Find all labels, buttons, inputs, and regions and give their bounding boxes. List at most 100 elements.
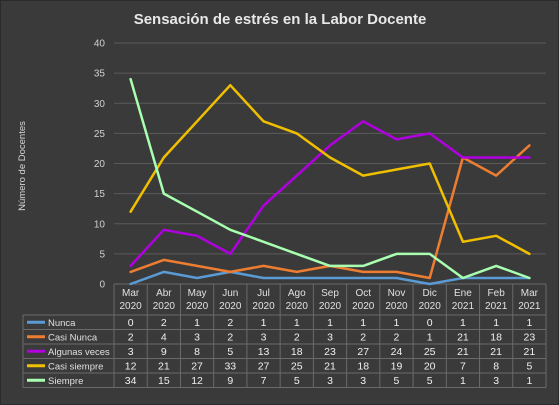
x-tick-label-month: Sep [321,288,339,299]
table-cell-value: 5 [394,375,400,387]
x-tick-label-year: 2020 [385,301,408,312]
x-tick-label-month: Mar [521,288,539,299]
x-tick-label-year: 2020 [119,301,142,312]
table-cell-value: 2 [360,332,366,344]
table-cell-value: 5 [294,375,300,387]
table-cell-value: 21 [457,332,469,344]
x-tick-label-month: Nov [388,288,406,299]
table-cell-value: 1 [427,332,433,344]
x-tick-label-month: Mar [122,288,140,299]
y-tick-label: 35 [94,69,106,80]
y-tick-label: 40 [94,39,106,50]
table-cell-value: 13 [258,346,270,358]
table-cell-value: 5 [427,375,433,387]
table-cell-value: 1 [394,317,400,329]
table-cell-value: 2 [394,332,400,344]
y-tick-label: 25 [94,129,106,140]
x-tick-label-year: 2020 [219,301,242,312]
x-tick-label-year: 2020 [319,301,342,312]
table-cell-value: 3 [194,332,200,344]
table-cell-value: 21 [524,346,536,358]
table-cell-value: 33 [224,361,236,373]
table-cell-value: 1 [526,375,532,387]
table-cell-value: 25 [424,346,436,358]
table-cell-value: 19 [391,361,403,373]
x-tick-label-month: Jun [222,288,238,299]
table-cell-value: 1 [460,375,466,387]
y-tick-label: 10 [94,219,106,230]
table-cell-value: 1 [460,317,466,329]
table-cell-value: 23 [524,332,536,344]
table-cell-value: 2 [227,332,233,344]
series-line-0 [129,270,531,286]
table-cell-value: 9 [227,375,233,387]
table-cell-value: 2 [128,332,134,344]
series-line-3 [129,83,531,256]
table-cell-value: 3 [261,332,267,344]
table-cell-value: 7 [261,375,267,387]
table-cell-value: 12 [125,361,137,373]
table-cell-value: 27 [258,361,270,373]
x-tick-label-month: May [188,288,207,299]
legend-label: Nunca [48,318,76,329]
x-tick-label-year: 2020 [186,301,209,312]
chart-title: Sensación de estrés en la Labor Docente [134,11,427,28]
legend-label: Casi Nunca [48,332,98,343]
table-cell-value: 18 [490,332,502,344]
x-tick-label-month: Ene [454,288,472,299]
table-cell-value: 21 [158,361,170,373]
legend-label: Siempre [48,376,83,387]
table-cell-value: 27 [357,346,369,358]
table-cell-value: 1 [294,317,300,329]
x-tick-label-month: Abr [156,288,172,299]
table-cell-value: 1 [493,317,499,329]
table-cell-value: 20 [424,361,436,373]
table-cell-value: 3 [327,332,333,344]
table-cell-value: 18 [291,346,303,358]
table-cell-value: 9 [161,346,167,358]
table-cell-value: 25 [291,361,303,373]
y-tick-label: 5 [99,249,105,260]
x-tick-label-year: 2020 [153,301,176,312]
legend-label: Algunas veces [48,347,110,358]
table-cell-value: 34 [125,375,137,387]
table-cell-value: 3 [327,375,333,387]
table-cell-value: 0 [427,317,433,329]
table-cell-value: 27 [191,361,203,373]
y-tick-label: 20 [94,159,106,170]
x-tick-label-month: Dic [422,288,436,299]
table-cell-value: 18 [357,361,369,373]
table-cell-value: 4 [161,332,167,344]
y-axis-label: Número de Docentes [17,121,28,211]
table-cell-value: 7 [460,361,466,373]
x-tick-label-year: 2020 [419,301,442,312]
x-tick-label-year: 2020 [352,301,375,312]
y-tick-label: 0 [99,280,105,291]
table-cell-value: 24 [391,346,403,358]
x-tick-label-month: Feb [488,288,506,299]
table-cell-value: 8 [493,361,499,373]
y-tick-label: 15 [94,189,106,200]
table-cell-value: 2 [227,317,233,329]
table-cell-value: 5 [227,346,233,358]
table-cell-value: 12 [191,375,203,387]
table-cell-value: 3 [360,375,366,387]
table-cell-value: 3 [128,346,134,358]
x-tick-label-year: 2020 [252,301,275,312]
x-tick-label-year: 2021 [485,301,508,312]
x-tick-label-year: 2021 [452,301,475,312]
table-cell-value: 2 [294,332,300,344]
table-cell-value: 3 [493,375,499,387]
series-line-4 [129,77,531,280]
legend-label: Casi siempre [48,361,103,372]
table-cell-value: 23 [324,346,336,358]
table-cell-value: 15 [158,375,170,387]
series-line-1 [129,144,531,280]
table-cell-value: 1 [360,317,366,329]
table-cell-value: 1 [194,317,200,329]
table-cell-value: 1 [526,317,532,329]
table-cell-value: 1 [327,317,333,329]
x-tick-label-month: Oct [355,288,371,299]
table-cell-value: 8 [194,346,200,358]
x-tick-label-month: Jul [257,288,270,299]
